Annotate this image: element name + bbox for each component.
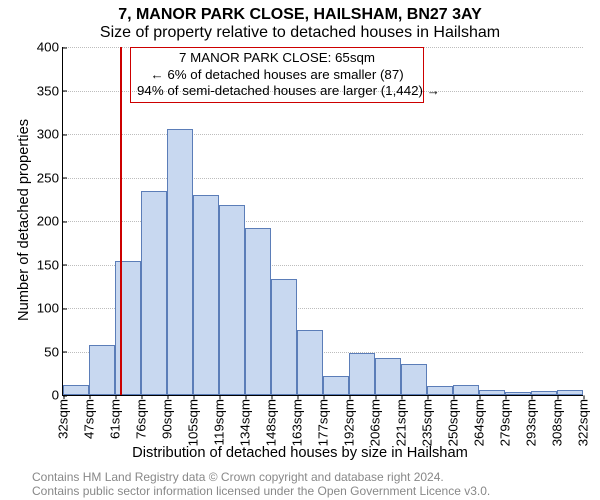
histogram-bar	[479, 390, 505, 395]
histogram-bar	[219, 205, 245, 395]
histogram-bar	[63, 385, 89, 395]
x-axis-label: Distribution of detached houses by size …	[0, 445, 600, 461]
histogram-bar	[349, 353, 375, 395]
histogram-bar	[245, 228, 271, 395]
y-axis-label: Number of detached properties	[16, 119, 32, 321]
chart-title-subtitle: Size of property relative to detached ho…	[0, 24, 600, 42]
x-tick-label: 308sqm	[550, 399, 565, 446]
x-tick-label: 250sqm	[446, 399, 461, 446]
gridline-y	[63, 134, 583, 135]
histogram-bar	[557, 390, 583, 395]
histogram-bar	[453, 385, 479, 395]
histogram-bar	[193, 195, 219, 395]
callout-line-1: 7 MANOR PARK CLOSE: 65sqm	[137, 50, 417, 67]
y-tick-label: 300	[37, 127, 63, 142]
marker-callout: 7 MANOR PARK CLOSE: 65sqm ← 6% of detach…	[130, 47, 424, 103]
x-tick-label: 264sqm	[472, 399, 487, 446]
y-tick-label: 150	[37, 257, 63, 272]
histogram-bar	[401, 364, 427, 395]
histogram-bar	[115, 261, 141, 395]
histogram-bar	[531, 391, 557, 395]
y-tick-label: 200	[37, 214, 63, 229]
x-tick-label: 76sqm	[134, 399, 149, 439]
x-tick-label: 148sqm	[264, 399, 279, 446]
y-tick-label: 250	[37, 170, 63, 185]
x-tick-label: 206sqm	[368, 399, 383, 446]
x-tick-label: 119sqm	[212, 399, 227, 445]
histogram-bar	[271, 279, 297, 395]
footer-line-1: Contains HM Land Registry data © Crown c…	[32, 470, 490, 484]
x-tick-label: 279sqm	[498, 399, 513, 446]
footer-attribution: Contains HM Land Registry data © Crown c…	[32, 470, 490, 498]
x-tick-label: 105sqm	[186, 399, 201, 446]
chart-title-address: 7, MANOR PARK CLOSE, HAILSHAM, BN27 3AY	[0, 6, 600, 24]
histogram-bar	[141, 191, 167, 395]
x-tick-label: 235sqm	[420, 399, 435, 446]
histogram-bar	[323, 376, 349, 395]
callout-line-3: 94% of semi-detached houses are larger (…	[137, 83, 417, 100]
histogram-bar	[297, 330, 323, 395]
callout-line-2: ← 6% of detached houses are smaller (87)	[137, 67, 417, 84]
footer-line-2: Contains public sector information licen…	[32, 484, 490, 498]
gridline-y	[63, 178, 583, 179]
y-tick-label: 400	[37, 40, 63, 55]
histogram-bar	[167, 129, 193, 395]
x-tick-label: 90sqm	[160, 399, 175, 439]
x-tick-label: 177sqm	[316, 399, 331, 446]
histogram-bar	[89, 345, 115, 395]
x-tick-label: 47sqm	[82, 399, 97, 439]
histogram-bar	[375, 358, 401, 395]
y-tick-label: 100	[37, 301, 63, 316]
x-tick-label: 163sqm	[290, 399, 305, 446]
x-tick-label: 192sqm	[342, 399, 357, 446]
y-tick-label: 50	[44, 344, 63, 359]
x-tick-label: 221sqm	[394, 399, 409, 446]
x-tick-label: 61sqm	[108, 399, 123, 439]
x-tick-label: 134sqm	[238, 399, 253, 446]
x-tick-label: 32sqm	[56, 399, 71, 439]
histogram-bar	[505, 392, 531, 395]
subject-property-marker	[120, 47, 122, 395]
y-tick-label: 350	[37, 83, 63, 98]
x-tick-label: 293sqm	[524, 399, 539, 446]
x-tick-label: 322sqm	[576, 399, 591, 446]
histogram-bar	[427, 386, 453, 395]
